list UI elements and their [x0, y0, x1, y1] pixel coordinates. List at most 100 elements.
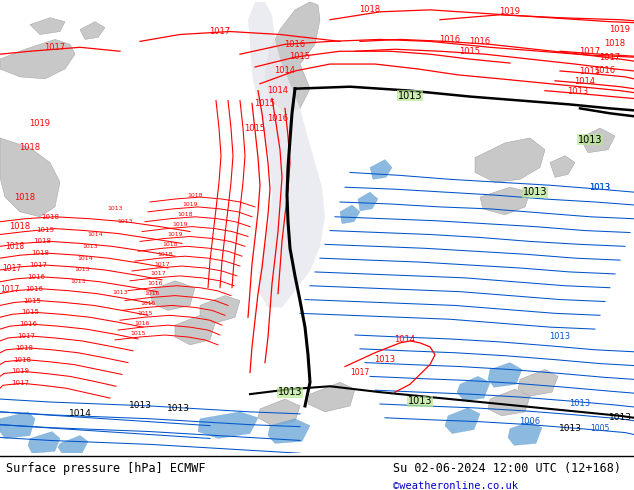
Polygon shape: [150, 281, 195, 310]
Text: 1013: 1013: [70, 279, 86, 284]
Text: 1019: 1019: [609, 25, 630, 34]
Text: 1017: 1017: [3, 264, 22, 272]
Text: 1016: 1016: [25, 286, 43, 292]
Text: 1015: 1015: [21, 309, 39, 316]
Text: 1013: 1013: [375, 355, 396, 364]
Text: 1013: 1013: [74, 268, 90, 272]
Text: 1018: 1018: [33, 239, 51, 245]
Text: 1019: 1019: [182, 202, 198, 207]
Text: 1016: 1016: [27, 274, 45, 280]
Polygon shape: [445, 408, 480, 434]
Polygon shape: [580, 128, 615, 153]
Polygon shape: [370, 160, 392, 179]
Polygon shape: [0, 412, 35, 439]
Text: 1017: 1017: [351, 368, 370, 377]
Polygon shape: [550, 156, 575, 177]
Polygon shape: [308, 382, 355, 412]
Text: 1016: 1016: [469, 37, 491, 46]
Text: 1019: 1019: [11, 368, 29, 374]
Text: 1016: 1016: [145, 291, 160, 296]
Polygon shape: [457, 376, 490, 401]
Polygon shape: [200, 295, 240, 323]
Text: Surface pressure [hPa] ECMWF: Surface pressure [hPa] ECMWF: [6, 462, 206, 475]
Text: 1017: 1017: [17, 333, 35, 339]
Text: 1014: 1014: [68, 409, 91, 418]
Text: 1018: 1018: [41, 214, 59, 220]
Text: 1015: 1015: [254, 99, 276, 108]
Text: 1016: 1016: [134, 320, 150, 326]
Polygon shape: [518, 369, 558, 396]
Text: 1015: 1015: [460, 47, 481, 56]
Polygon shape: [198, 412, 258, 439]
Text: 1013: 1013: [117, 219, 133, 224]
Text: 1005: 1005: [590, 424, 610, 433]
Text: 1015: 1015: [23, 297, 41, 303]
Text: 1017: 1017: [154, 262, 170, 267]
Text: 1015: 1015: [245, 123, 266, 133]
Text: 1013: 1013: [609, 413, 631, 422]
Text: 1018: 1018: [162, 242, 178, 247]
Text: 1018: 1018: [31, 250, 49, 256]
Polygon shape: [508, 422, 542, 445]
Text: 1017: 1017: [11, 380, 29, 386]
Text: ©weatheronline.co.uk: ©weatheronline.co.uk: [393, 481, 518, 490]
Polygon shape: [80, 22, 105, 39]
Text: 1013: 1013: [523, 187, 547, 197]
Text: 1019: 1019: [172, 222, 188, 227]
Text: 1016: 1016: [268, 114, 288, 122]
Text: 1017: 1017: [1, 285, 20, 294]
Text: 1018: 1018: [10, 222, 30, 231]
Text: 1013: 1013: [567, 87, 588, 96]
Text: 1015: 1015: [130, 331, 146, 336]
Polygon shape: [358, 192, 378, 211]
Text: 1017: 1017: [579, 47, 600, 56]
Text: 1019: 1019: [167, 232, 183, 237]
Text: 1018: 1018: [359, 5, 380, 14]
Text: 1016: 1016: [285, 40, 306, 49]
Text: 1018: 1018: [15, 345, 33, 351]
Text: 1014: 1014: [394, 336, 415, 344]
Text: 1014: 1014: [275, 67, 295, 75]
Text: 1016: 1016: [19, 321, 37, 327]
Text: 1018: 1018: [157, 252, 172, 257]
Text: 1017: 1017: [29, 262, 47, 268]
Text: 1018: 1018: [13, 357, 31, 363]
Text: 1013: 1013: [590, 183, 611, 192]
Text: 1019: 1019: [36, 226, 54, 233]
Text: 1013: 1013: [167, 404, 190, 414]
Polygon shape: [488, 389, 530, 416]
Text: 1013: 1013: [559, 424, 581, 433]
Polygon shape: [265, 2, 320, 113]
Text: 1018: 1018: [15, 193, 36, 201]
Text: 1015: 1015: [140, 301, 156, 306]
Text: 1014: 1014: [268, 86, 288, 95]
Text: 1018: 1018: [20, 143, 41, 152]
Polygon shape: [340, 205, 360, 223]
Text: 1006: 1006: [519, 417, 541, 426]
Polygon shape: [258, 399, 300, 426]
Text: 1013: 1013: [578, 135, 602, 145]
Polygon shape: [175, 315, 215, 345]
Text: 1015: 1015: [579, 68, 600, 76]
Text: 1013: 1013: [408, 396, 432, 406]
Text: 1017: 1017: [150, 271, 166, 276]
Text: 1015: 1015: [137, 311, 153, 316]
Text: 1017: 1017: [44, 43, 65, 52]
Text: 1017: 1017: [209, 27, 231, 36]
Polygon shape: [58, 436, 88, 453]
Text: 1019: 1019: [30, 119, 51, 128]
Polygon shape: [0, 138, 60, 217]
Text: 1013: 1013: [278, 387, 302, 397]
Text: 1016: 1016: [439, 35, 460, 44]
Text: 1017: 1017: [599, 52, 621, 62]
Text: 1018: 1018: [6, 242, 25, 251]
Text: 1013: 1013: [112, 290, 128, 295]
Text: 1013: 1013: [129, 401, 152, 411]
Text: 1013: 1013: [82, 244, 98, 249]
Text: 1018: 1018: [178, 212, 193, 217]
Polygon shape: [28, 432, 60, 453]
Text: 1019: 1019: [500, 7, 521, 16]
Text: 1018: 1018: [187, 193, 203, 197]
Text: 1013: 1013: [569, 399, 590, 409]
Text: 1014: 1014: [77, 256, 93, 261]
